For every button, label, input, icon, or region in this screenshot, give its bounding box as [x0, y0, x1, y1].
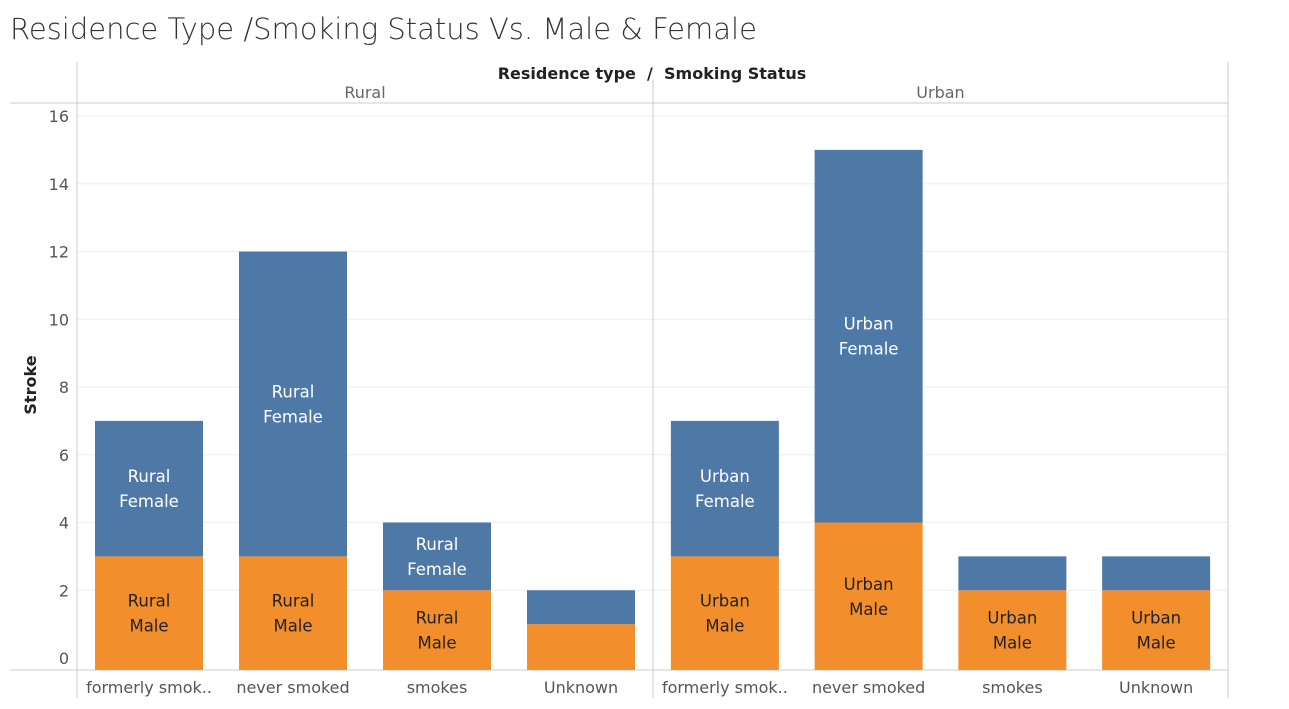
group-header-rural: Rural	[344, 83, 385, 102]
y-tick-label: 0	[59, 649, 69, 668]
bar-label-male: Rural	[416, 609, 459, 628]
x-category-label: formerly smok..	[662, 678, 788, 697]
bar-male	[239, 556, 347, 670]
y-axis-ticks: 0 2 4 6 8 10 12 14 16	[49, 107, 69, 668]
bar-female	[239, 251, 347, 557]
bar-label-male: Urban	[844, 575, 894, 594]
header-title: Residence type / Smoking Status	[498, 64, 807, 83]
bar-label-female: Female	[695, 492, 755, 511]
y-tick-label: 4	[59, 514, 69, 533]
bar-label-female: Female	[407, 560, 467, 579]
bar-female	[527, 590, 635, 625]
bar-female	[958, 556, 1067, 591]
bar-label-male: Urban	[1131, 609, 1181, 628]
bar-female	[1102, 556, 1211, 591]
y-tick-label: 8	[59, 378, 69, 397]
bar-label-female: Rural	[416, 535, 459, 554]
y-tick-label: 2	[59, 581, 69, 600]
bar-label-female: Rural	[272, 382, 315, 401]
bar-female	[383, 522, 491, 591]
bar-label-male: Male	[705, 617, 744, 636]
group-headers: Rural Urban	[344, 83, 964, 102]
x-category-label: smokes	[407, 678, 468, 697]
bar-label-female: Rural	[128, 467, 171, 486]
bar-male	[1102, 590, 1211, 670]
group-header-urban: Urban	[916, 83, 964, 102]
y-tick-label: 10	[49, 310, 69, 329]
bar-label-male: Male	[417, 634, 456, 653]
x-category-label: never smoked	[812, 678, 925, 697]
bar-label-male: Male	[1137, 634, 1176, 653]
bar-label-female: Female	[839, 340, 899, 359]
bar-label-male: Male	[273, 617, 312, 636]
x-category-label: never smoked	[236, 678, 349, 697]
y-tick-label: 12	[49, 243, 69, 262]
x-category-label: Unknown	[1119, 678, 1193, 697]
bar-label-female: Urban	[844, 315, 894, 334]
x-category-label: smokes	[982, 678, 1043, 697]
y-tick-label: 16	[49, 107, 69, 126]
bar-label-male: Rural	[128, 592, 171, 611]
bar-male	[527, 624, 635, 670]
bar-female	[814, 149, 923, 523]
bar-male	[670, 556, 779, 670]
bar-label-male: Male	[993, 634, 1032, 653]
bar-label-male: Urban	[700, 592, 750, 611]
chart-title: Residence Type /Smoking Status Vs. Male …	[10, 12, 757, 46]
y-axis-label: Stroke	[21, 355, 40, 414]
bar-male	[814, 522, 923, 670]
bar-label-female: Urban	[700, 467, 750, 486]
bar-male	[95, 556, 203, 670]
bar-female	[670, 420, 779, 557]
bar-female	[95, 420, 203, 557]
y-tick-label: 6	[59, 446, 69, 465]
category-labels: formerly smok.. never smoked smokes Unknown…	[86, 678, 1193, 697]
bar-label-female: Female	[263, 407, 323, 426]
bar-label-male: Male	[849, 600, 888, 619]
y-tick-label: 14	[49, 175, 69, 194]
bar-male	[383, 590, 491, 670]
bars: Rural Male Rural Female Rural Male Rural Female…	[95, 149, 1211, 670]
bar-male	[958, 590, 1067, 670]
bar-label-female: Female	[119, 492, 179, 511]
bar-label-male: Male	[129, 617, 168, 636]
x-category-label: Unknown	[544, 678, 618, 697]
bar-label-male: Rural	[272, 592, 315, 611]
bar-label-male: Urban	[987, 609, 1037, 628]
x-category-label: formerly smok..	[86, 678, 212, 697]
